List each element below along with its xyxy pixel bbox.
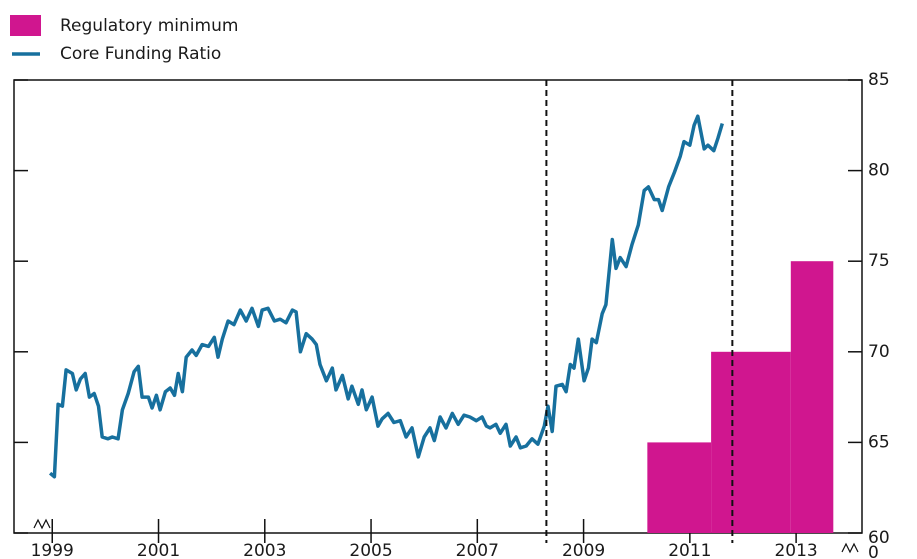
legend-label: Core Funding Ratio	[60, 44, 221, 64]
axis-break	[33, 518, 51, 530]
x-tick-label: 2007	[456, 541, 499, 559]
bar	[647, 442, 712, 533]
x-tick-label: 1999	[31, 541, 74, 559]
legend-swatch-bars	[10, 15, 41, 36]
axis-break	[841, 542, 859, 554]
y-tick-label: 60	[868, 528, 890, 548]
x-tick-label: 2001	[137, 541, 180, 559]
x-tick-label: 2011	[668, 541, 711, 559]
y-tick-label: 65	[868, 432, 890, 452]
y-tick-label: 75	[868, 251, 890, 271]
bar	[790, 261, 834, 533]
line	[48, 114, 724, 479]
y-tick-label: 85	[868, 70, 890, 90]
bar	[711, 351, 791, 533]
x-tick-label: 2013	[774, 541, 817, 559]
x-tick-label: 2005	[349, 541, 392, 559]
legend: Regulatory minimum Core Funding Ratio	[10, 15, 238, 64]
legend-label: Regulatory minimum	[60, 16, 238, 36]
y-tick-label: 70	[868, 342, 890, 362]
x-tick-label: 2009	[562, 541, 605, 559]
x-tick-label: 2003	[243, 541, 286, 559]
y-break-label: 0	[868, 543, 879, 559]
y-tick-label: 80	[868, 161, 890, 181]
